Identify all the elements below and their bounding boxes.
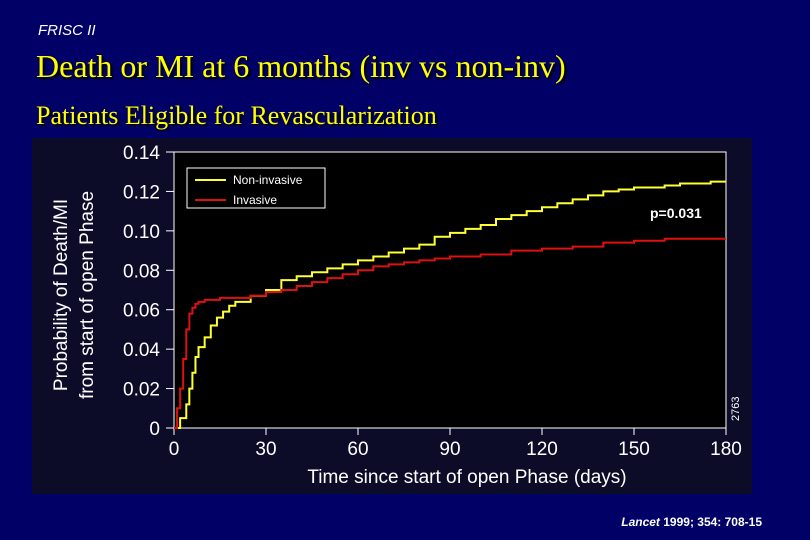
x-tick-label: 60 xyxy=(347,439,368,460)
y-tick-label: 0 xyxy=(149,419,160,440)
y-tick-label: 0.06 xyxy=(123,301,160,322)
y-tick-label: 0.02 xyxy=(123,380,160,401)
citation-journal: Lancet xyxy=(621,515,660,529)
figure-code: 2763 xyxy=(730,397,742,421)
x-tick-label: 0 xyxy=(169,439,180,460)
x-axis-ticks: 0 30 60 90 120 150 180 xyxy=(169,428,742,460)
survival-chart: 0 0.02 0.04 0.06 0.08 0.10 0.12 0.14 0 30 60 90 120… xyxy=(32,138,752,494)
legend-box xyxy=(186,167,326,209)
study-label: FRISC II xyxy=(38,22,96,39)
x-tick-label: 180 xyxy=(710,439,742,460)
slide-subtitle: Patients Eligible for Revascularization xyxy=(36,101,437,130)
y-tick-label: 0.04 xyxy=(123,340,160,361)
x-tick-label: 150 xyxy=(618,439,650,460)
legend-label-non-invasive: Non-invasive xyxy=(233,173,303,187)
x-tick-label: 120 xyxy=(526,439,558,460)
legend: Non-invasive Invasive xyxy=(186,167,326,209)
y-tick-label: 0.08 xyxy=(123,261,160,282)
x-tick-label: 90 xyxy=(439,439,460,460)
x-tick-label: 30 xyxy=(255,439,276,460)
y-tick-label: 0.10 xyxy=(123,222,160,243)
y-tick-label: 0.12 xyxy=(123,182,160,203)
series-lines xyxy=(174,180,726,429)
p-value-annotation: p=0.031 xyxy=(650,205,702,221)
y-axis-label: Probability of Death/MI xyxy=(51,199,72,391)
citation-details: 1999; 354: 708-15 xyxy=(659,515,762,529)
y-tick-label: 0.14 xyxy=(123,143,160,164)
legend-label-invasive: Invasive xyxy=(233,193,277,207)
slide-title: Death or MI at 6 months (inv vs non-inv) xyxy=(36,48,566,84)
series-line-invasive xyxy=(174,237,726,429)
series-line-non-invasive xyxy=(174,180,726,429)
y-axis-label-line-2: from start of open Phase xyxy=(77,191,98,399)
citation: Lancet 1999; 354: 708-15 xyxy=(621,515,762,529)
y-axis-ticks: 0 0.02 0.04 0.06 0.08 0.10 0.12 0.14 xyxy=(123,143,174,440)
x-axis-label: Time since start of open Phase (days) xyxy=(307,467,626,488)
